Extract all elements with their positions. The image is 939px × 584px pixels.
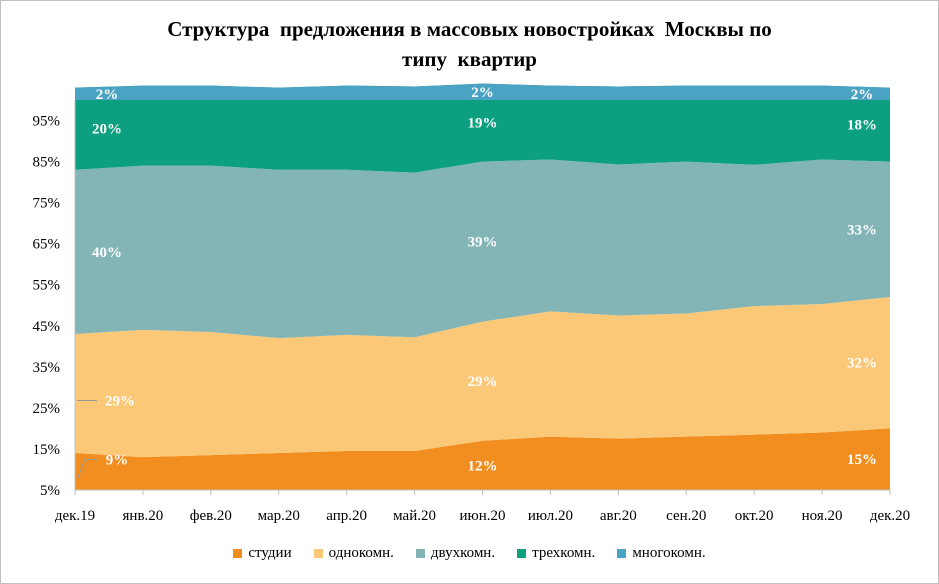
- area-однокомн.: [75, 297, 890, 458]
- legend-swatch: [415, 549, 425, 558]
- x-tick-label: ноя.20: [802, 508, 843, 524]
- x-tick-label: июн.20: [459, 508, 505, 524]
- y-tick-label: 15%: [33, 442, 61, 458]
- y-tick-label: 95%: [33, 114, 61, 130]
- data-label: 2%: [851, 87, 874, 103]
- x-tick-label: апр.20: [326, 508, 367, 524]
- data-label: 15%: [847, 452, 877, 468]
- data-label: 29%: [105, 394, 135, 410]
- x-tick-label: янв.20: [123, 508, 164, 524]
- legend-item: двухкомн.: [415, 545, 496, 562]
- y-tick-label: 25%: [33, 401, 61, 417]
- chart-title: Структура предложения в массовых новостр…: [0, 14, 939, 74]
- y-tick-label: 65%: [33, 237, 61, 253]
- data-label: 18%: [847, 118, 877, 134]
- area-студии: [75, 428, 890, 490]
- x-tick-label: авг.20: [600, 508, 637, 524]
- y-tick-label: 35%: [33, 360, 61, 376]
- data-label: 2%: [471, 85, 494, 101]
- legend-swatch: [233, 549, 243, 558]
- y-tick-label: 75%: [33, 196, 61, 212]
- data-label: 29%: [468, 374, 498, 390]
- x-tick-label: мар.20: [258, 508, 300, 524]
- y-tick-label: 55%: [33, 278, 61, 294]
- legend-label: двухкомн.: [430, 545, 496, 561]
- data-label: 33%: [847, 222, 877, 238]
- chart-plot: 5% 15% 25% 35% 45% 55% 65% 75% 85% 95% дек.19 янв.2…: [33, 83, 910, 524]
- x-tick-label: окт.20: [735, 508, 774, 524]
- legend-item: однокомн.: [313, 545, 394, 562]
- legend-swatch: [517, 549, 527, 558]
- data-label: 20%: [92, 122, 122, 138]
- legend-label: студии: [248, 545, 292, 561]
- data-label: 32%: [847, 356, 877, 372]
- data-label: 40%: [92, 245, 122, 261]
- chart-title-line-1: Структура предложения в массовых новостр…: [167, 17, 772, 41]
- x-tick-label: сен.20: [666, 508, 706, 524]
- legend-label: трехкомн.: [532, 545, 596, 561]
- data-label: 12%: [468, 458, 498, 474]
- x-tick-label: фев.20: [190, 508, 232, 524]
- legend-label: однокомн.: [328, 545, 394, 561]
- legend-swatch: [617, 549, 627, 558]
- x-tick-label: май.20: [393, 508, 436, 524]
- data-label: 39%: [468, 235, 498, 251]
- y-tick-label: 5%: [40, 483, 60, 499]
- data-label: 19%: [468, 116, 498, 132]
- chart-title-line-2: типу квартир: [402, 47, 537, 71]
- x-tick-label: июл.20: [528, 508, 573, 524]
- y-tick-label: 85%: [33, 155, 61, 171]
- legend-item: студии: [233, 545, 292, 562]
- legend-label: многокомн.: [632, 545, 706, 561]
- y-tick-label: 45%: [33, 319, 61, 335]
- legend-swatch: [313, 549, 323, 558]
- area-трехкомн.: [75, 83, 890, 173]
- area-многокомн.: [75, 83, 890, 100]
- area-двухкомн.: [75, 159, 890, 339]
- x-tick-label: дек.20: [870, 508, 910, 524]
- data-label: 9%: [106, 453, 129, 469]
- x-tick-label: дек.19: [55, 508, 95, 524]
- leader-line: [76, 459, 97, 480]
- legend-item: трехкомн.: [517, 545, 595, 562]
- data-label: 2%: [96, 87, 119, 103]
- chart-legend: студии однокомн. двухкомн. трехкомн. многоко…: [0, 545, 939, 562]
- legend-item: многокомн.: [617, 545, 706, 562]
